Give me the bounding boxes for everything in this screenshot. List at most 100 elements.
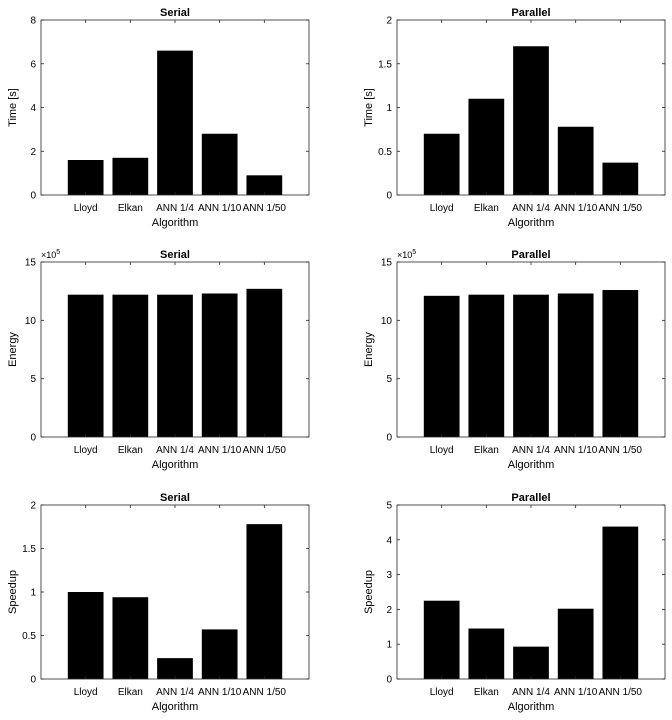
y-tick-label: 0.5	[22, 631, 36, 642]
y-tick-label: 1	[386, 640, 392, 651]
bar-lloyd	[423, 295, 460, 437]
x-tick-label: Elkan	[474, 445, 499, 456]
bar-ann-1-50	[602, 162, 639, 196]
x-tick-label: ANN 1/50	[243, 687, 287, 698]
x-tick-label: Lloyd	[74, 687, 98, 698]
chart-panel-4: 0 5 10 15 Lloyd Elkan ANN 1/4 ANN 1/10 ANN 1/50 P…	[363, 249, 666, 471]
bar-ann-1-50	[246, 175, 283, 195]
bar-ann-1-50	[602, 526, 639, 679]
x-tick-label: ANN 1/10	[554, 203, 598, 214]
y-tick-label: 5	[30, 374, 36, 385]
x-tick-label: ANN 1/10	[554, 445, 598, 456]
chart-panel-5: 0 0.5 1 1.5 2 Lloyd Elkan ANN 1/4 ANN 1/10 ANN 1/…	[7, 492, 310, 713]
bar-lloyd	[67, 160, 104, 195]
axis-multiplier-base: ×10	[397, 250, 412, 260]
chart-panel-6: 0 1 2 3 4 5 Lloyd Elkan ANN 1/4 ANN 1/10 ANN 1/50 P…	[363, 492, 666, 713]
chart-title: Parallel	[511, 249, 550, 261]
y-tick-label: 0	[386, 675, 392, 686]
bar-lloyd	[67, 592, 104, 679]
bar-ann-1-10	[557, 126, 594, 195]
y-tick-label: 1	[30, 588, 36, 599]
x-tick-label: Elkan	[474, 203, 499, 214]
bar-ann-1-4	[157, 50, 193, 196]
x-tick-label: ANN 1/10	[554, 687, 598, 698]
y-tick-label: 8	[30, 16, 36, 27]
bar-ann-1-10	[201, 629, 238, 679]
bar-ann-1-10	[201, 293, 238, 437]
bar-elkan	[112, 294, 149, 437]
chart-title: Serial	[160, 249, 190, 261]
bar-ann-1-10	[557, 608, 594, 679]
bar-ann-1-50	[602, 290, 639, 437]
x-tick-label: Elkan	[118, 203, 143, 214]
chart-title: Serial	[160, 7, 190, 19]
x-tick-label: ANN 1/4	[156, 445, 194, 456]
x-tick-label: Elkan	[118, 687, 143, 698]
axis-multiplier: ×105	[41, 249, 60, 260]
x-tick-label: ANN 1/4	[156, 687, 194, 698]
bar-elkan	[112, 157, 149, 195]
y-tick-label: 2	[30, 147, 36, 158]
y-tick-label: 0	[386, 433, 392, 444]
y-tick-label: 3	[386, 570, 392, 581]
y-tick-label: 5	[386, 374, 392, 385]
x-tick-label: ANN 1/10	[198, 687, 242, 698]
y-tick-label: 15	[25, 258, 37, 269]
bar-ann-1-4	[513, 646, 549, 679]
chart-title: Parallel	[511, 7, 550, 19]
y-tick-label: 0	[30, 675, 36, 686]
y-tick-label: 0	[30, 191, 36, 202]
x-axis-label: Algorithm	[152, 217, 198, 229]
x-axis-label: Algorithm	[152, 701, 198, 713]
y-tick-label: 6	[30, 59, 36, 70]
x-tick-label: ANN 1/4	[156, 203, 194, 214]
y-tick-label: 10	[381, 316, 393, 327]
x-tick-label: Lloyd	[74, 445, 98, 456]
bar-lloyd	[423, 133, 460, 195]
y-tick-label: 0	[386, 191, 392, 202]
y-axis-label: Time [s]	[363, 88, 375, 127]
y-tick-label: 0.5	[378, 147, 392, 158]
y-tick-label: 2	[386, 16, 392, 27]
x-tick-label: ANN 1/50	[243, 445, 287, 456]
y-axis-label: Energy	[363, 332, 375, 367]
bar-ann-1-4	[157, 294, 193, 437]
bar-ann-1-10	[557, 293, 594, 437]
bar-elkan	[468, 628, 505, 679]
x-axis-label: Algorithm	[152, 459, 198, 471]
y-tick-label: 2	[30, 501, 36, 512]
chart-panel-3: 0 5 10 15 Lloyd Elkan ANN 1/4 ANN 1/10 ANN 1/50 S…	[7, 249, 310, 471]
y-tick-label: 4	[386, 535, 392, 546]
bar-lloyd	[67, 294, 104, 437]
y-tick-label: 15	[381, 258, 393, 269]
bar-ann-1-4	[513, 46, 549, 195]
axis-multiplier: ×105	[397, 249, 416, 260]
x-tick-label: ANN 1/4	[512, 445, 550, 456]
y-tick-label: 4	[30, 103, 36, 114]
bar-elkan	[468, 98, 505, 195]
bar-elkan	[468, 294, 505, 437]
x-axis-label: Algorithm	[508, 459, 554, 471]
x-tick-label: ANN 1/10	[198, 203, 242, 214]
bar-lloyd	[423, 600, 460, 679]
x-tick-label: Lloyd	[430, 445, 454, 456]
x-tick-label: Lloyd	[430, 203, 454, 214]
x-tick-label: Lloyd	[430, 687, 454, 698]
y-tick-label: 5	[386, 501, 392, 512]
bar-ann-1-4	[157, 658, 193, 679]
x-tick-label: ANN 1/50	[243, 203, 287, 214]
x-axis-label: Algorithm	[508, 217, 554, 229]
y-tick-label: 0	[30, 433, 36, 444]
y-axis-label: Speedup	[363, 570, 375, 614]
bar-ann-1-4	[513, 294, 549, 437]
y-tick-label: 1	[386, 103, 392, 114]
axis-multiplier-exponent: 5	[412, 249, 416, 256]
chart-title: Serial	[160, 492, 190, 504]
x-tick-label: ANN 1/4	[512, 203, 550, 214]
x-tick-label: Lloyd	[74, 203, 98, 214]
x-axis-label: Algorithm	[508, 701, 554, 713]
y-axis-label: Time [s]	[7, 88, 19, 127]
chart-title: Parallel	[511, 492, 550, 504]
x-tick-label: ANN 1/4	[512, 687, 550, 698]
